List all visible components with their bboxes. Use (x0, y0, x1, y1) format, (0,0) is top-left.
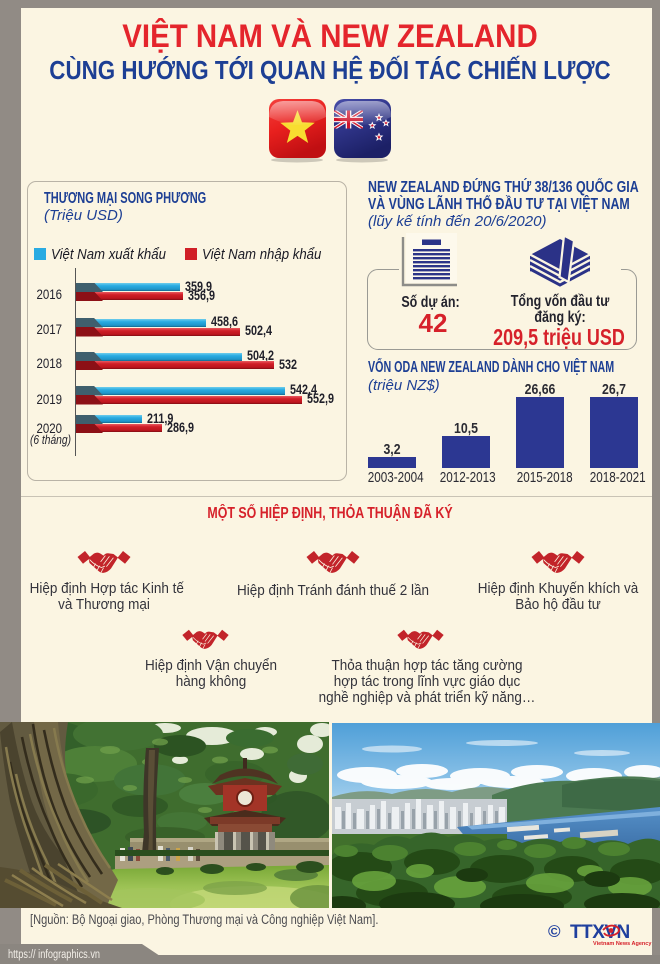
svg-text:Vietnam News Agency: Vietnam News Agency (593, 941, 652, 947)
svg-text:©: © (548, 922, 561, 941)
svg-text:TTXVN: TTXVN (570, 922, 630, 943)
